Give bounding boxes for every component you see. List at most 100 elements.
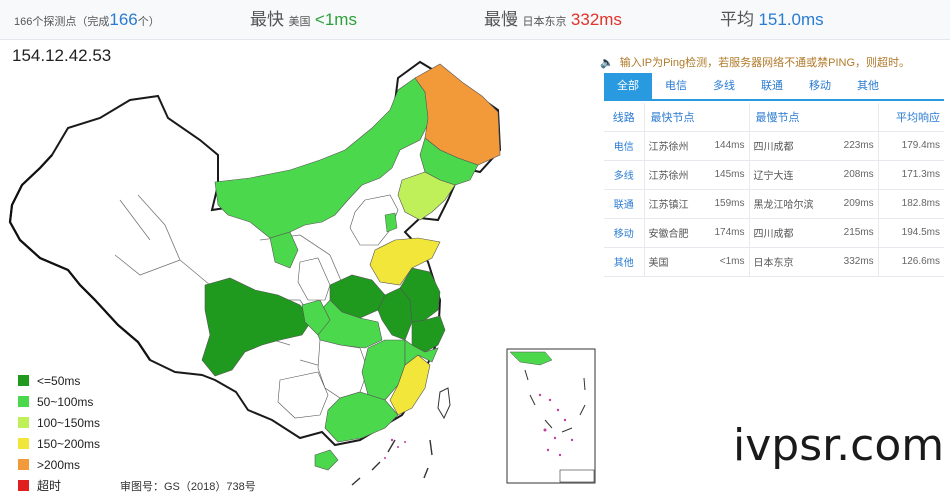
region-beijing bbox=[384, 212, 398, 233]
row-avg: 194.5ms bbox=[878, 218, 944, 248]
row-fast-node: 江苏徐州 bbox=[644, 131, 703, 161]
row-fast-node: 江苏徐州 bbox=[644, 160, 703, 190]
inset-dash bbox=[524, 369, 586, 433]
row-avg: 126.6ms bbox=[878, 247, 944, 277]
row-avg: 182.8ms bbox=[878, 189, 944, 219]
row-slow-node: 日本东京 bbox=[749, 247, 832, 277]
slowest-value: 332ms bbox=[570, 10, 622, 29]
region-zhejiang bbox=[404, 339, 439, 366]
region-chongqing bbox=[301, 299, 331, 336]
region-taiwan bbox=[437, 387, 451, 420]
table-row: 多线 江苏徐州 145ms 辽宁大连 208ms 171.3ms bbox=[604, 160, 944, 190]
legend-label: 150~200ms bbox=[37, 436, 101, 451]
row-fast-node: 安徽合肥 bbox=[644, 218, 703, 248]
tab-other[interactable]: 其他 bbox=[857, 80, 879, 92]
header-slowest-node: 最慢节点 bbox=[749, 103, 879, 132]
slowest-location: 日本东京 bbox=[522, 16, 567, 28]
row-fast-ms: 174ms bbox=[702, 218, 750, 248]
legend-swatch bbox=[18, 459, 29, 470]
legend-item: 150~200ms bbox=[18, 433, 100, 454]
legend-label: 100~150ms bbox=[37, 415, 101, 430]
south-sea-dash-line bbox=[351, 439, 433, 486]
row-slow-ms: 208ms bbox=[831, 160, 879, 190]
row-fast-node: 美国 bbox=[644, 247, 703, 277]
table-row: 联通 江苏镇江 159ms 黑龙江哈尔滨 209ms 182.8ms bbox=[604, 189, 944, 219]
line-tabs: 全部 电信 多线 联通 移动 其他 bbox=[604, 73, 944, 101]
region-jilin bbox=[419, 137, 479, 186]
probe-count: 166个探测点（完成166个） bbox=[14, 0, 160, 40]
region-ningxia bbox=[269, 231, 299, 269]
row-slow-node: 辽宁大连 bbox=[749, 160, 832, 190]
fastest-value: <1ms bbox=[314, 10, 357, 29]
legend-item: <=50ms bbox=[18, 370, 100, 391]
map-legend: <=50ms 50~100ms 100~150ms 150~200ms >200… bbox=[18, 370, 100, 496]
region-guangdong bbox=[324, 391, 399, 443]
notice-text: 输入IP为Ping检测，若服务器网络不通或禁PING，则超时。 bbox=[619, 57, 911, 69]
legend-swatch bbox=[18, 438, 29, 449]
ping-notice: 🔈 输入IP为Ping检测，若服务器网络不通或禁PING，则超时。 bbox=[600, 54, 910, 70]
map-west-border bbox=[8, 154, 151, 361]
probe-count-value: 166 bbox=[109, 10, 138, 29]
region-hebei bbox=[349, 194, 399, 246]
fastest-label: 最快 bbox=[250, 10, 284, 29]
legend-swatch bbox=[18, 396, 29, 407]
legend-swatch bbox=[18, 417, 29, 428]
table-row: 移动 安徽合肥 174ms 四川成都 215ms 194.5ms bbox=[604, 218, 944, 248]
header-average: 平均响应 bbox=[878, 103, 944, 132]
row-avg: 171.3ms bbox=[878, 160, 944, 190]
tab-all[interactable]: 全部 bbox=[604, 73, 652, 99]
row-slow-node: 黑龙江哈尔滨 bbox=[749, 189, 832, 219]
table-header-row: 线路 最快节点 最慢节点 平均响应 bbox=[604, 103, 944, 132]
table-row: 电信 江苏徐州 144ms 四川成都 223ms 179.4ms bbox=[604, 131, 944, 161]
ping-summary-table: 线路 最快节点 最慢节点 平均响应 电信 江苏徐州 144ms 四川成都 223… bbox=[604, 103, 944, 277]
row-slow-node: 四川成都 bbox=[749, 131, 832, 161]
table-row: 其他 美国 <1ms 日本东京 332ms 126.6ms bbox=[604, 247, 944, 277]
legend-label: >200ms bbox=[37, 457, 81, 472]
region-shaanxi bbox=[297, 257, 331, 301]
slowest-stat: 最慢 日本东京 332ms bbox=[484, 0, 622, 40]
row-line: 多线 bbox=[604, 160, 645, 190]
region-hainan bbox=[314, 449, 339, 471]
watermark: ivpsr.com bbox=[733, 420, 945, 471]
row-fast-ms: 144ms bbox=[702, 131, 750, 161]
row-fast-ms: 145ms bbox=[702, 160, 750, 190]
row-slow-node: 四川成都 bbox=[749, 218, 832, 248]
region-shandong bbox=[369, 237, 441, 286]
row-line: 移动 bbox=[604, 218, 645, 248]
probe-count-prefix: 166个探测点（完成 bbox=[14, 16, 110, 28]
header-line: 线路 bbox=[604, 103, 645, 132]
average-value: 151.0ms bbox=[758, 10, 824, 29]
region-jiangsu bbox=[399, 267, 441, 323]
inset-land bbox=[509, 351, 553, 366]
legend-label: 超时 bbox=[37, 479, 62, 493]
inset-label-box bbox=[559, 469, 595, 483]
fastest-stat: 最快 美国 <1ms bbox=[250, 0, 357, 40]
row-avg: 179.4ms bbox=[878, 131, 944, 161]
tab-multiline[interactable]: 多线 bbox=[713, 80, 735, 92]
map-islands bbox=[384, 438, 406, 459]
region-shanghai bbox=[411, 315, 446, 353]
row-fast-node: 江苏镇江 bbox=[644, 189, 703, 219]
region-sichuan bbox=[201, 277, 313, 377]
row-line: 其他 bbox=[604, 247, 645, 277]
tab-telecom[interactable]: 电信 bbox=[665, 80, 687, 92]
legend-swatch bbox=[18, 480, 29, 491]
speaker-icon: 🔈 bbox=[600, 57, 614, 69]
row-fast-ms: <1ms bbox=[702, 247, 750, 277]
target-ip: 154.12.42.53 bbox=[12, 46, 112, 65]
row-slow-ms: 209ms bbox=[831, 189, 879, 219]
average-stat: 平均 151.0ms bbox=[720, 0, 824, 40]
tab-unicom[interactable]: 联通 bbox=[761, 80, 783, 92]
legend-item: 50~100ms bbox=[18, 391, 100, 412]
row-line: 电信 bbox=[604, 131, 645, 161]
fastest-location: 美国 bbox=[288, 16, 311, 28]
stats-bar: 166个探测点（完成166个） 最快 美国 <1ms 最慢 日本东京 332ms… bbox=[0, 0, 950, 40]
region-guangxi bbox=[277, 371, 329, 419]
row-slow-ms: 332ms bbox=[831, 247, 879, 277]
row-fast-ms: 159ms bbox=[702, 189, 750, 219]
legend-label: 50~100ms bbox=[37, 394, 94, 409]
tab-mobile[interactable]: 移动 bbox=[809, 80, 831, 92]
inset-islands bbox=[538, 393, 574, 457]
region-liaoning bbox=[397, 171, 456, 221]
south-sea-inset bbox=[506, 348, 596, 484]
